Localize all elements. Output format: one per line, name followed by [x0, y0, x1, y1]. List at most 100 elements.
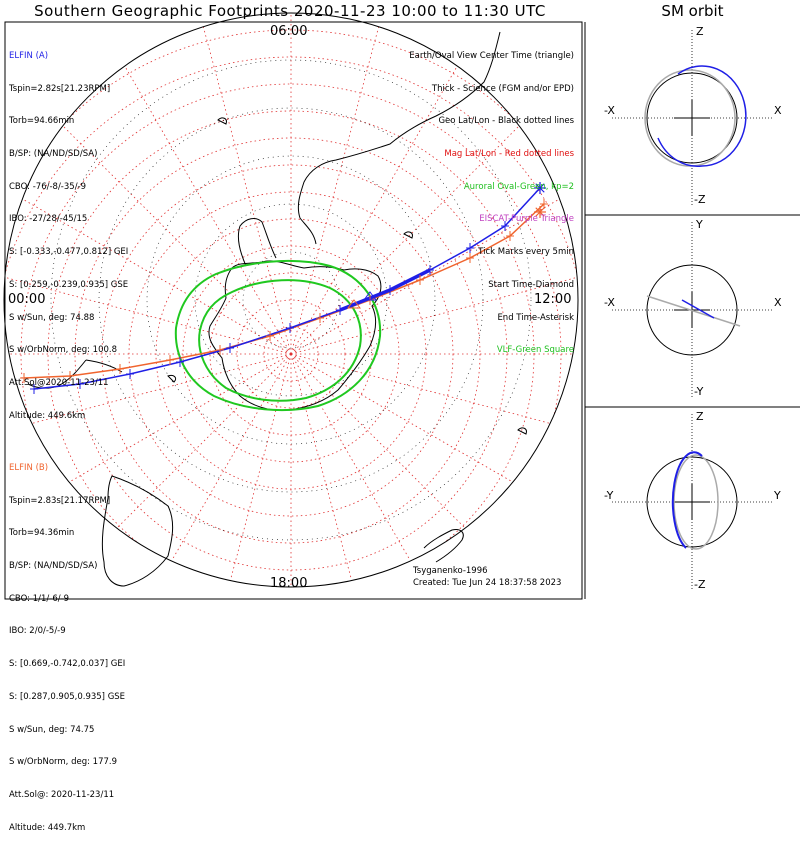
elfin-b-end-asterisk: [535, 207, 545, 217]
sm3-bottom-label: -Z: [694, 578, 706, 591]
elfin-b-line: IBO: 2/0/-5/-9: [9, 626, 66, 637]
elfin-a-line: S: [0.259,-0.239,0.935] GSE: [9, 279, 129, 290]
globe-outline: [3, 12, 579, 588]
sm-orbit-b: [673, 454, 719, 550]
sm-earth-circle: [646, 72, 738, 164]
model-label: Tsyganenko-1996: [413, 566, 488, 576]
elfin-a-end-asterisk: [535, 183, 545, 193]
elfin-a-line: CBO: -76/-8/-35/-9: [9, 181, 87, 192]
geo-lat-circle: [146, 155, 436, 445]
hour-label-right: 12:00: [534, 292, 572, 307]
elfin-b-line: CBO: 1/1/-6/-9: [9, 593, 70, 604]
sm-orbit-a: [671, 451, 703, 549]
sm2-top-label: Y: [696, 218, 703, 231]
mag-lon-line: [290, 353, 578, 464]
elfin-a-center-triangle: [363, 291, 377, 301]
sm2-left-label: -X: [604, 296, 615, 309]
antarctica-outline: [208, 260, 382, 411]
mag-lon-line: [290, 353, 578, 565]
elfin-a-info: ELFIN (A) Tspin=2.82s[21.23RPM] Torb=94.…: [9, 29, 128, 433]
elfin-a-line: Altitude: 449.6km: [9, 410, 86, 421]
sm-panel-3: [612, 414, 772, 590]
legend-item: VLF-Green Square: [496, 345, 574, 356]
legend-item: End Time-Asterisk: [497, 312, 574, 323]
legend: Earth/Oval View Center Time (triangle) T…: [409, 29, 574, 367]
sm2-bottom-label: -Y: [694, 385, 704, 398]
elfin-a-line: Torb=94.66min: [9, 116, 75, 127]
elfin-b-line: Altitude: 449.7km: [9, 822, 86, 833]
elfin-a-line: S: [-0.333,-0.477,0.812] GEI: [9, 247, 129, 258]
legend-item: Earth/Oval View Center Time (triangle): [409, 50, 574, 61]
mag-lon-line: [290, 353, 578, 587]
footprint-map: [3, 12, 800, 600]
legend-item: Geo Lat/Lon - Black dotted lines: [438, 116, 574, 127]
elfin-b-line: Att.Sol@: 2020-11-23/11: [9, 790, 115, 800]
australia-outline: [101, 475, 174, 587]
legend-item: Thick - Science (FGM and/or EPD): [431, 83, 574, 94]
sm-orbit-title: SM orbit: [661, 2, 724, 20]
created-label: Created: Tue Jun 24 18:37:58 2023: [413, 578, 562, 588]
sm-orbit-a: [657, 65, 747, 167]
sm1-left-label: -X: [604, 104, 615, 117]
legend-item: Tick Marks every 5min: [478, 247, 574, 258]
elfin-a-header: ELFIN (A): [9, 50, 49, 61]
sm1-bottom-label: -Z: [694, 193, 706, 206]
mag-lon-line: [181, 353, 292, 587]
geo-lat-circle: [194, 203, 388, 397]
auroral-oval-outer: [174, 259, 382, 412]
legend-item: Auroral Oval-Green, kp=2: [463, 181, 574, 192]
sm-panel-1: [612, 30, 772, 206]
south-america-outline: [297, 31, 501, 245]
elfin-b-info: ELFIN (B) Tspin=2.83s[21.17RPM] Torb=94.…: [9, 441, 125, 845]
elfin-a-line: B/SP: (NA/ND/SD/SA): [9, 148, 98, 159]
elfin-a-line: S w/OrbNorm, deg: 100.8: [9, 345, 118, 356]
new-zealand-outline: [423, 529, 464, 563]
page-title: Southern Geographic Footprints 2020-11-2…: [34, 2, 546, 20]
continent-outlines: [27, 31, 527, 587]
mag-lon-line: [181, 13, 292, 355]
hour-label-bottom: 18:00: [270, 576, 308, 591]
sm-earth-circle: [646, 456, 738, 548]
elfin-b-line: B/SP: (NA/ND/SD/SA): [9, 560, 98, 571]
sm3-left-label: -Y: [604, 489, 614, 502]
mag-grid: [4, 13, 578, 587]
elfin-b-line: Torb=94.36min: [9, 528, 75, 539]
elfin-a-line: Tspin=2.82s[21.23RPM]: [9, 83, 111, 94]
legend-item: Mag Lat/Lon - Red dotted lines: [444, 148, 574, 159]
legend-item: Start Time-Diamond: [488, 279, 574, 290]
elfin-a-track: [33, 187, 541, 390]
sm2-right-label: X: [774, 296, 782, 309]
elfin-b-header: ELFIN (B): [9, 462, 49, 473]
elfin-b-line: S w/Sun, deg: 74.75: [9, 724, 95, 735]
elfin-a-line: Att.Sol@2020-11-23/11: [9, 378, 109, 388]
elfin-b-track: [23, 203, 545, 379]
sm-panel-2: [612, 222, 772, 398]
auroral-ovals: [174, 259, 382, 412]
elfin-b-line: S: [0.287,0.905,0.935] GSE: [9, 691, 126, 702]
sm3-right-label: Y: [774, 489, 781, 502]
elfin-b-line: S w/OrbNorm, deg: 177.9: [9, 757, 118, 768]
sm-earth-circle: [646, 264, 738, 356]
geo-lat-circle: [50, 59, 532, 541]
footprint-tracks: [20, 182, 548, 394]
geo-lat-circle: [242, 251, 340, 349]
elfin-b-line: Tspin=2.83s[21.17RPM]: [9, 495, 111, 506]
map-frame: [4, 21, 583, 600]
antarctic-peninsula-outline: [237, 218, 277, 267]
sm-orbit-a: [681, 299, 715, 319]
sm3-top-label: Z: [696, 410, 704, 423]
sm1-right-label: X: [774, 104, 782, 117]
hour-label-left: 00:00: [8, 292, 46, 307]
islands-outline: [167, 117, 527, 435]
legend-item: EISCAT-Purple Triangle: [479, 214, 574, 225]
hour-label-top: 06:00: [270, 24, 308, 39]
sm1-top-label: Z: [696, 25, 704, 38]
geo-lat-circle: [98, 107, 484, 493]
elfin-b-line: S: [0.669,-0.742,0.037] GEI: [9, 659, 126, 670]
auroral-oval-inner: [198, 279, 362, 402]
elfin-a-line: IBO: -27/28/-45/15: [9, 214, 88, 225]
elfin-a-line: S w/Sun, deg: 74.88: [9, 312, 95, 323]
sm-orbit-panels: [612, 30, 772, 590]
elfin-b-center-triangle: [347, 299, 361, 309]
sm-orbit-b: [646, 295, 741, 327]
